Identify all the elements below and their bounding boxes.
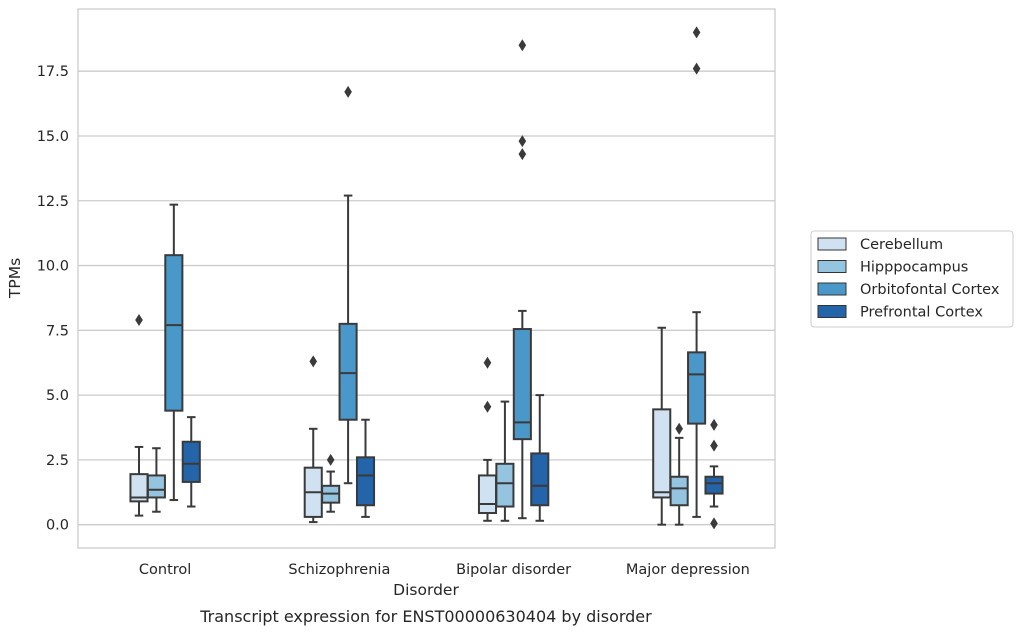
outlier-point [135,313,143,326]
legend-swatch [817,237,847,251]
box [652,408,672,499]
outlier-point [710,418,718,431]
box [477,474,498,515]
box-group [704,418,724,530]
y-tick-label: 10.0 [37,259,69,275]
box-group [512,39,532,520]
box-group [146,447,166,513]
x-tick-label: Major depression [626,562,750,578]
outlier-point [326,453,335,466]
outlier-point [692,26,701,39]
y-tick-label: 17.5 [37,64,69,80]
y-tick-label: 5.0 [46,388,69,404]
box-group [181,416,201,508]
outlier-point [675,422,683,435]
box [338,322,358,421]
y-tick-label: 12.5 [37,194,69,210]
box-group [129,313,149,517]
box-group [652,326,672,526]
y-axis-label: TPMs [6,258,24,299]
legend-swatch [817,282,847,296]
box [355,456,376,507]
x-tick-labels: Control Schizophrenia Bipolar disorder Majo… [139,562,750,578]
box-groups [129,26,724,530]
box [164,254,184,412]
box-group [303,355,323,524]
box-group [477,356,498,522]
box-group [687,26,707,518]
y-tick-label: 2.5 [46,453,69,469]
outlier-point [309,355,318,368]
outlier-point [710,517,718,530]
legend-frame [810,230,1014,328]
box [495,462,515,508]
outlier-point [344,85,352,98]
box [669,475,689,507]
box [181,440,201,483]
outlier-point [518,148,527,161]
legend: Cerebellum Hipppocampus Orbitofontal Corte… [810,230,1014,328]
outlier-point [518,39,527,52]
box [704,475,724,495]
legend-swatch [817,305,847,318]
outlier-point [483,400,492,413]
legend-swatch [817,260,847,273]
box-group [321,453,341,513]
outlier-point [518,135,527,148]
chart-caption: Transcript expression for ENST0000063040… [199,607,652,626]
y-tick-labels: 0.0 2.5 5.0 7.5 10.0 12.5 15.0 17.5 [37,64,69,533]
y-tick-label: 7.5 [46,323,69,339]
y-tick-label: 15.0 [37,129,69,145]
box-group [669,422,689,526]
box-group [164,203,184,502]
x-tick-label: Schizophrenia [288,562,390,578]
x-axis-label: Disorder [393,581,459,599]
outlier-point [692,62,701,75]
box-group [495,400,515,522]
legend-label: Prefrontal Cortex [860,305,983,321]
outlier-point [483,356,492,369]
box-group [355,418,376,518]
x-tick-label: Control [139,562,191,578]
outlier-point [710,439,718,452]
box-group [530,394,550,522]
box [530,452,550,507]
box [687,351,707,425]
x-tick-label: Bipolar disorder [456,562,571,578]
legend-items: Cerebellum Hipppocampus Orbitofontal Corte… [817,237,1000,321]
box-group [338,85,358,485]
legend-label: Cerebellum [860,237,943,253]
legend-label: Orbitofontal Cortex [860,282,1000,298]
y-tick-label: 0.0 [46,518,69,534]
box [512,328,532,441]
legend-label: Hipppocampus [860,260,968,276]
plot-frame [77,8,776,549]
box [146,474,166,499]
